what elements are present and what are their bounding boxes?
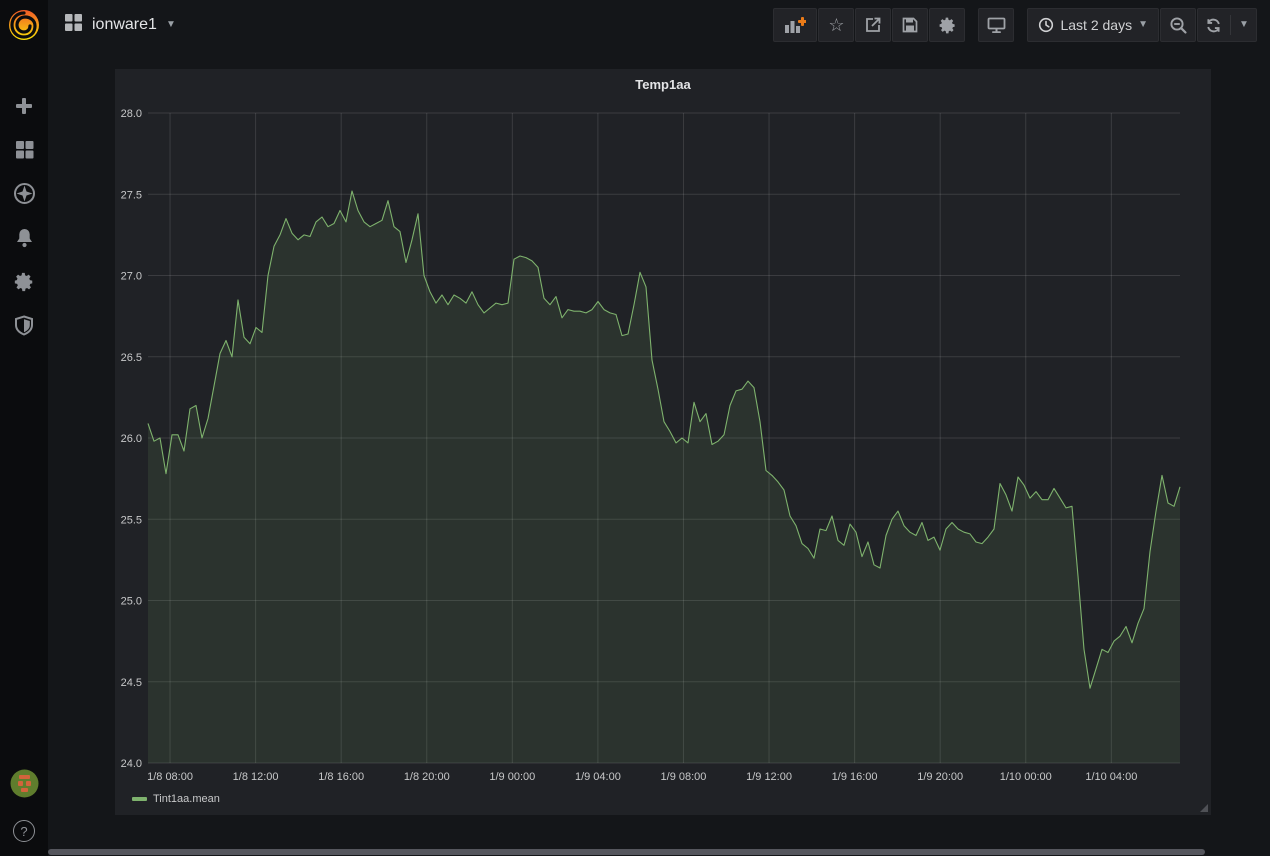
zoom-out-icon [1169,16,1188,35]
y-axis-tick-label: 27.5 [121,189,142,201]
y-axis-tick-label: 26.0 [121,433,142,445]
tv-kiosk-button[interactable] [978,8,1014,42]
x-axis-tick-label: 1/10 00:00 [1000,771,1052,783]
x-axis-tick-label: 1/8 08:00 [147,771,193,783]
save-button[interactable] [892,8,928,42]
y-axis-tick-label: 25.5 [121,514,142,526]
panel-settings-button[interactable] [929,8,965,42]
time-series-chart[interactable]: 24.0 24.5 25.0 25.5 26.0 26.5 27.0 27.5 28.0 1/8 … [115,69,1211,815]
server-admin-shield-icon[interactable] [9,311,39,340]
alerting-bell-icon[interactable] [9,223,39,252]
x-axis-tick-label: 1/9 20:00 [917,771,963,783]
y-axis-tick-label: 25.0 [121,596,142,608]
refresh-button[interactable]: ▼ [1197,8,1257,42]
caret-down-icon[interactable]: ▼ [166,20,176,30]
add-panel-button[interactable] [773,8,817,42]
x-axis-tick-label: 1/9 12:00 [746,771,792,783]
settings-gear-icon [938,16,957,35]
grafana-logo-icon [6,7,42,43]
x-axis-tick-label: 1/9 08:00 [661,771,707,783]
grafana-logo[interactable] [6,7,42,43]
help-icon[interactable]: ? [13,820,35,842]
configuration-gear-icon[interactable] [9,267,39,296]
caret-down-icon: ▼ [1138,20,1148,30]
sidebar: ? [0,0,48,856]
x-axis-tick-label: 1/10 04:00 [1085,771,1137,783]
zoom-out-button[interactable] [1160,8,1196,42]
save-icon [901,16,919,34]
dashboards-icon[interactable] [9,135,39,164]
star-button[interactable]: ☆ [818,8,854,42]
time-range-picker[interactable]: Last 2 days ▼ [1027,8,1159,42]
refresh-interval-caret-icon[interactable]: ▼ [1239,20,1249,30]
y-axis-tick-label: 26.5 [121,352,142,364]
x-axis-tick-label: 1/8 12:00 [233,771,279,783]
share-button[interactable] [855,8,891,42]
x-axis-tick-label: 1/9 00:00 [489,771,535,783]
horizontal-scrollbar[interactable] [48,849,1205,855]
chart-legend: Tint1aa.mean [132,793,220,805]
navbar: ionware1 ▼ ☆ Last 2 days ▼ [48,0,1270,50]
panel-resize-handle[interactable] [1200,804,1208,812]
share-icon [864,16,882,34]
x-axis-tick-label: 1/8 20:00 [404,771,450,783]
star-icon: ☆ [828,16,844,34]
clock-icon [1038,17,1054,33]
tv-kiosk-icon [987,16,1006,34]
create-plus-icon[interactable] [9,91,39,120]
refresh-icon [1205,17,1222,34]
add-panel-icon [784,16,806,34]
y-axis-tick-label: 27.0 [121,271,142,283]
legend-series-label[interactable]: Tint1aa.mean [153,793,220,805]
panel-temp1aa: Temp1aa 24.024.525.025.526.026.527.027.5… [115,69,1211,815]
series-area-fill [148,191,1180,763]
explore-compass-icon[interactable] [9,179,39,208]
x-axis-tick-label: 1/8 16:00 [318,771,364,783]
button-divider [1230,15,1231,35]
y-axis-tick-label: 24.5 [121,677,142,689]
time-range-label: Last 2 days [1060,17,1132,33]
legend-color-swatch[interactable] [132,797,147,801]
y-axis-tick-label: 28.0 [121,108,142,120]
x-axis-tick-label: 1/9 04:00 [575,771,621,783]
user-avatar[interactable] [10,769,39,803]
dashboard-title[interactable]: ionware1 [92,16,157,34]
x-axis-tick-label: 1/9 16:00 [832,771,878,783]
dashboard-grid-icon [64,13,83,37]
y-axis-tick-label: 24.0 [121,758,142,770]
